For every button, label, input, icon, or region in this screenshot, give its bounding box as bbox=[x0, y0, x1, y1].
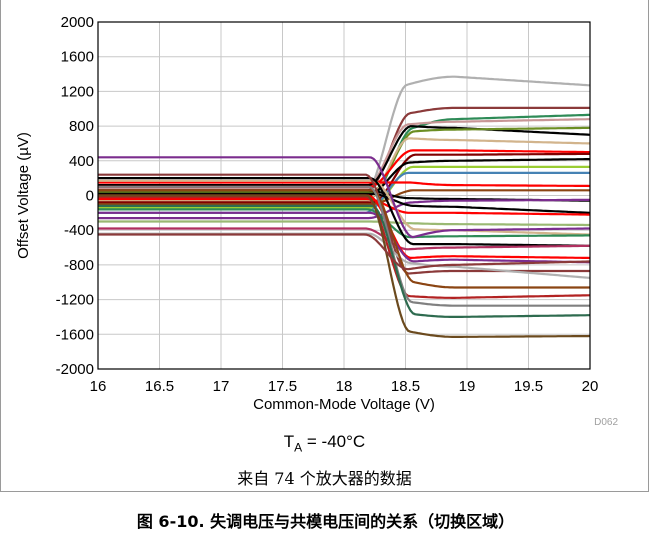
series-line bbox=[98, 211, 590, 264]
condition-subscript: A bbox=[294, 440, 303, 455]
offset-voltage-chart: 16 16.5 17 17.5 18 18.5 19 19.5 20 2000 1600 1200 8… bbox=[15, 14, 618, 428]
series-line bbox=[98, 185, 590, 307]
series-line bbox=[98, 233, 591, 271]
series-line bbox=[98, 165, 590, 209]
x-tick-label: 18.5 bbox=[391, 378, 420, 395]
series-line bbox=[98, 118, 590, 190]
x-tick-label: 19.5 bbox=[514, 378, 543, 395]
x-tick-label: 17 bbox=[213, 378, 230, 395]
y-tick-label: -400 bbox=[64, 222, 94, 239]
x-tick-label: 17.5 bbox=[268, 378, 297, 395]
series-line bbox=[98, 189, 590, 206]
series-line bbox=[98, 208, 590, 239]
x-tick-label: 18 bbox=[336, 378, 353, 395]
y-tick-label: 1200 bbox=[61, 83, 94, 100]
series-line bbox=[98, 152, 590, 204]
test-condition: TA = -40°C bbox=[0, 432, 649, 454]
series-line bbox=[98, 194, 591, 338]
condition-value: = -40°C bbox=[302, 432, 366, 451]
series-line bbox=[98, 137, 590, 202]
series-line bbox=[98, 177, 590, 247]
series-line bbox=[98, 197, 590, 216]
series-line bbox=[98, 189, 590, 289]
series-line bbox=[98, 227, 590, 251]
x-axis-label: Common-Mode Voltage (V) bbox=[253, 396, 435, 413]
y-axis-label: Offset Voltage (µV) bbox=[15, 132, 32, 259]
series-line bbox=[98, 181, 591, 188]
x-tick-label: 16.5 bbox=[145, 378, 174, 395]
y-tick-label: -1200 bbox=[56, 292, 94, 309]
series-line bbox=[98, 220, 590, 227]
series-line bbox=[98, 198, 591, 220]
y-tick-label: -2000 bbox=[56, 361, 94, 378]
series-line bbox=[98, 192, 591, 214]
y-tick-label: -800 bbox=[64, 257, 94, 274]
series-line bbox=[98, 125, 591, 187]
figure-frame bbox=[0, 0, 649, 492]
series-line bbox=[98, 156, 590, 239]
series-line bbox=[98, 179, 590, 236]
x-tick-label: 19 bbox=[459, 378, 476, 395]
y-tick-label: -1600 bbox=[56, 326, 94, 343]
y-tick-labels: 2000 1600 1200 800 400 0 -400 -800 -1200 -1600 -20… bbox=[56, 14, 94, 378]
condition-prefix: T bbox=[283, 432, 295, 451]
y-tick-label: 800 bbox=[69, 118, 94, 135]
y-tick-label: 400 bbox=[69, 153, 94, 170]
figure-caption: 图 6-10. 失调电压与共模电压间的关系（切换区域） bbox=[136, 512, 515, 531]
y-tick-label: 1600 bbox=[61, 49, 94, 66]
series-line bbox=[98, 196, 590, 299]
series-line bbox=[98, 204, 590, 318]
plot-border bbox=[97, 21, 591, 370]
x-tick-labels: 16 16.5 17 17.5 18 18.5 19 19.5 20 bbox=[90, 378, 599, 395]
figure-code: D062 bbox=[594, 417, 618, 428]
x-tick-label: 20 bbox=[582, 378, 599, 395]
x-tick-label: 16 bbox=[90, 378, 107, 395]
series-layer bbox=[98, 75, 591, 338]
data-note: 来自 74 个放大器的数据 bbox=[237, 469, 412, 488]
y-tick-label: 2000 bbox=[61, 14, 94, 31]
y-tick-label: 0 bbox=[86, 188, 94, 205]
series-line bbox=[98, 126, 591, 194]
